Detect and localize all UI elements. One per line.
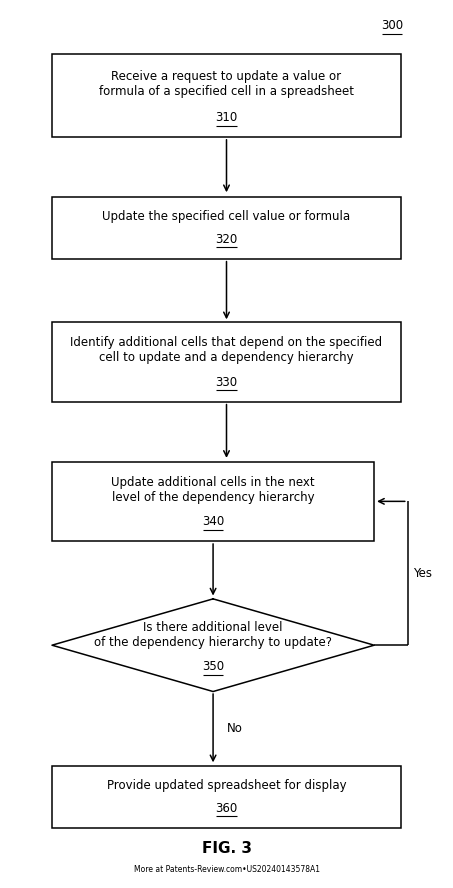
Text: FIG. 3: FIG. 3 [202, 841, 251, 856]
FancyBboxPatch shape [52, 322, 401, 401]
Text: 340: 340 [202, 515, 224, 528]
FancyBboxPatch shape [52, 53, 401, 138]
Text: Update the specified cell value or formula: Update the specified cell value or formu… [102, 210, 351, 223]
Text: Provide updated spreadsheet for display: Provide updated spreadsheet for display [107, 779, 346, 792]
Text: Update additional cells in the next
level of the dependency hierarchy: Update additional cells in the next leve… [111, 476, 315, 503]
Text: No: No [226, 722, 242, 734]
Text: 320: 320 [215, 233, 238, 246]
Text: 310: 310 [215, 111, 238, 124]
FancyBboxPatch shape [52, 462, 374, 541]
Text: Receive a request to update a value or
formula of a specified cell in a spreadsh: Receive a request to update a value or f… [99, 70, 354, 98]
Text: More at Patents-Review.com•US20240143578A1: More at Patents-Review.com•US20240143578… [134, 865, 319, 874]
Text: Identify additional cells that depend on the specified
cell to update and a depe: Identify additional cells that depend on… [70, 337, 383, 364]
Text: 300: 300 [381, 20, 403, 32]
Text: 350: 350 [202, 661, 224, 673]
Text: 330: 330 [216, 376, 237, 389]
Polygon shape [52, 599, 374, 692]
Text: Yes: Yes [413, 567, 432, 580]
Text: Is there additional level
of the dependency hierarchy to update?: Is there additional level of the depende… [94, 621, 332, 648]
Text: 360: 360 [215, 802, 238, 815]
FancyBboxPatch shape [52, 766, 401, 828]
FancyBboxPatch shape [52, 197, 401, 258]
